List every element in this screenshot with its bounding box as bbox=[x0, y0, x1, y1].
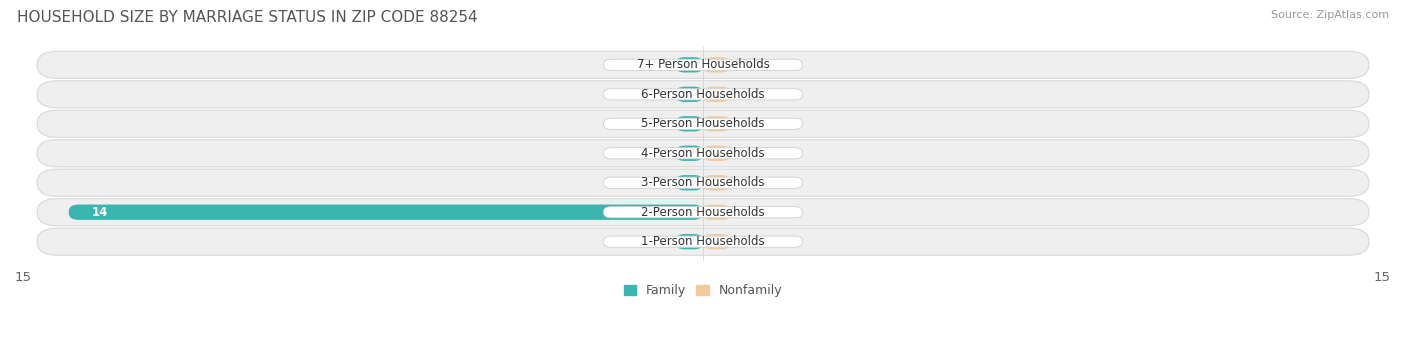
Text: 0: 0 bbox=[741, 235, 749, 248]
Text: 0: 0 bbox=[741, 206, 749, 219]
Text: 0: 0 bbox=[657, 235, 665, 248]
Text: 5-Person Households: 5-Person Households bbox=[641, 117, 765, 130]
Text: 4-Person Households: 4-Person Households bbox=[641, 147, 765, 160]
FancyBboxPatch shape bbox=[69, 205, 703, 220]
FancyBboxPatch shape bbox=[676, 146, 703, 161]
FancyBboxPatch shape bbox=[603, 59, 803, 71]
Text: 0: 0 bbox=[741, 88, 749, 101]
Text: Source: ZipAtlas.com: Source: ZipAtlas.com bbox=[1271, 10, 1389, 20]
Text: 0: 0 bbox=[657, 176, 665, 189]
FancyBboxPatch shape bbox=[703, 234, 730, 249]
FancyBboxPatch shape bbox=[603, 236, 803, 247]
Text: 0: 0 bbox=[741, 147, 749, 160]
FancyBboxPatch shape bbox=[603, 148, 803, 159]
Text: 0: 0 bbox=[657, 88, 665, 101]
Text: 0: 0 bbox=[657, 147, 665, 160]
FancyBboxPatch shape bbox=[37, 51, 1369, 78]
Text: 0: 0 bbox=[657, 117, 665, 130]
FancyBboxPatch shape bbox=[603, 207, 803, 218]
FancyBboxPatch shape bbox=[676, 87, 703, 102]
Text: 6-Person Households: 6-Person Households bbox=[641, 88, 765, 101]
FancyBboxPatch shape bbox=[703, 175, 730, 190]
Text: 2-Person Households: 2-Person Households bbox=[641, 206, 765, 219]
FancyBboxPatch shape bbox=[603, 89, 803, 100]
FancyBboxPatch shape bbox=[703, 116, 730, 132]
Text: 1-Person Households: 1-Person Households bbox=[641, 235, 765, 248]
FancyBboxPatch shape bbox=[703, 205, 730, 220]
FancyBboxPatch shape bbox=[676, 57, 703, 73]
FancyBboxPatch shape bbox=[676, 116, 703, 132]
Text: 0: 0 bbox=[741, 176, 749, 189]
Text: 0: 0 bbox=[741, 117, 749, 130]
Text: 7+ Person Households: 7+ Person Households bbox=[637, 58, 769, 71]
Text: 0: 0 bbox=[657, 58, 665, 71]
FancyBboxPatch shape bbox=[703, 87, 730, 102]
Text: HOUSEHOLD SIZE BY MARRIAGE STATUS IN ZIP CODE 88254: HOUSEHOLD SIZE BY MARRIAGE STATUS IN ZIP… bbox=[17, 10, 478, 25]
FancyBboxPatch shape bbox=[703, 57, 730, 73]
Text: 0: 0 bbox=[741, 58, 749, 71]
FancyBboxPatch shape bbox=[37, 199, 1369, 226]
FancyBboxPatch shape bbox=[37, 140, 1369, 167]
FancyBboxPatch shape bbox=[37, 110, 1369, 137]
FancyBboxPatch shape bbox=[676, 234, 703, 249]
Legend: Family, Nonfamily: Family, Nonfamily bbox=[619, 279, 787, 302]
FancyBboxPatch shape bbox=[37, 228, 1369, 255]
Text: 3-Person Households: 3-Person Households bbox=[641, 176, 765, 189]
FancyBboxPatch shape bbox=[37, 81, 1369, 108]
FancyBboxPatch shape bbox=[37, 169, 1369, 196]
FancyBboxPatch shape bbox=[603, 118, 803, 129]
FancyBboxPatch shape bbox=[703, 146, 730, 161]
FancyBboxPatch shape bbox=[603, 177, 803, 188]
FancyBboxPatch shape bbox=[676, 175, 703, 190]
Text: 14: 14 bbox=[91, 206, 108, 219]
